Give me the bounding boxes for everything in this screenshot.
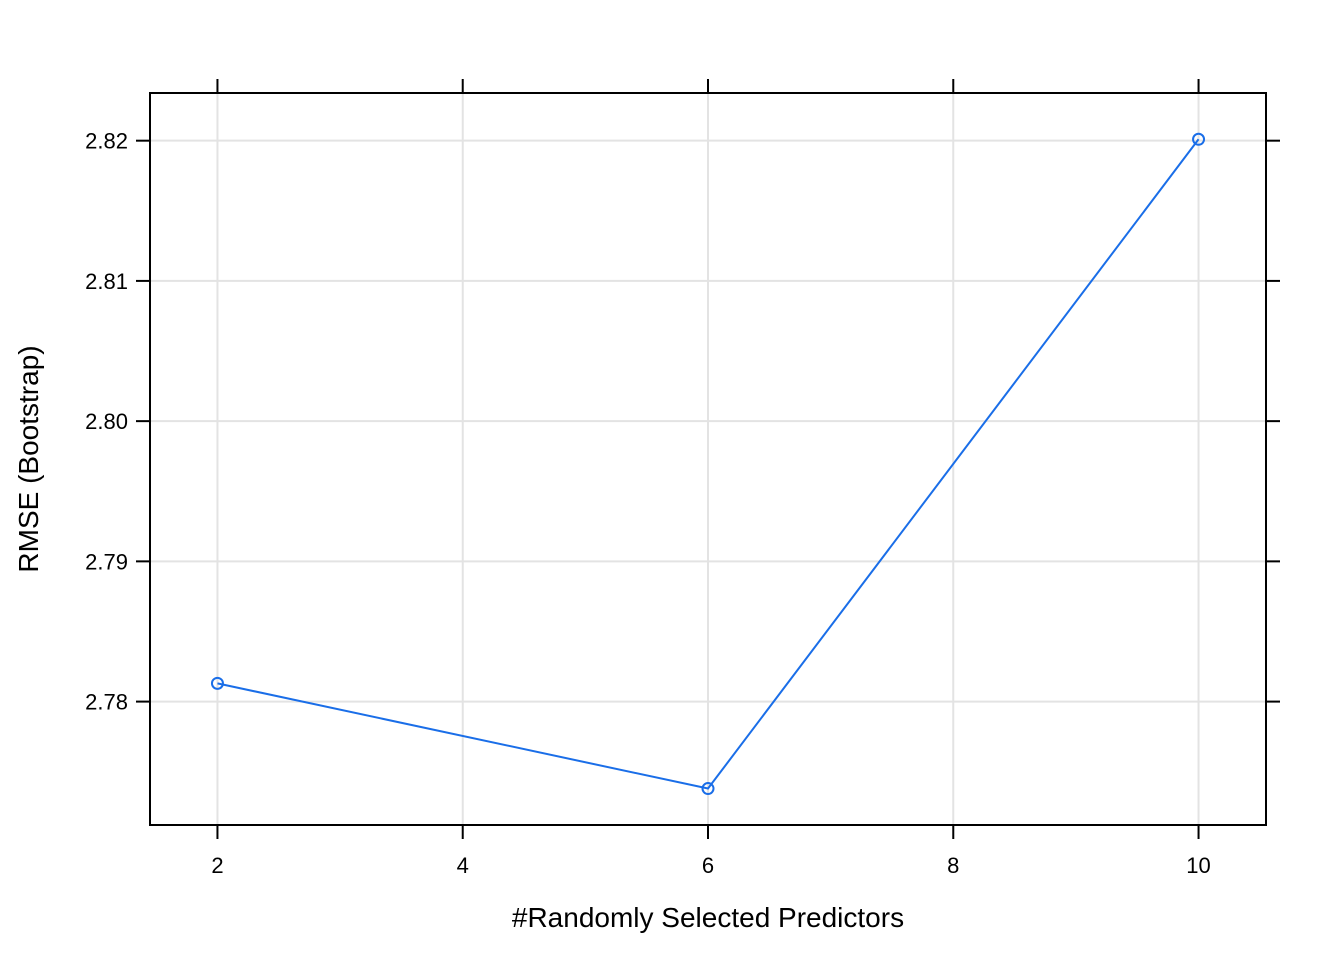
data-point — [701, 782, 715, 796]
x-tick-label: 4 — [457, 853, 469, 878]
x-tick-label: 6 — [702, 853, 714, 878]
grid-lines — [150, 93, 1266, 825]
x-tick-label: 8 — [947, 853, 959, 878]
y-tick-label: 2.79 — [85, 549, 128, 574]
x-tick-label: 2 — [211, 853, 223, 878]
x-tick-label: 10 — [1186, 853, 1210, 878]
y-axis-title: RMSE (Bootstrap) — [13, 345, 44, 572]
y-tick-label: 2.80 — [85, 409, 128, 434]
series-layer — [210, 132, 1206, 796]
y-tick-label: 2.78 — [85, 690, 128, 715]
data-point — [210, 676, 224, 690]
y-tick-label: 2.81 — [85, 269, 128, 294]
series-line — [217, 138, 1200, 790]
data-point — [1192, 132, 1206, 146]
x-axis-title: #Randomly Selected Predictors — [512, 902, 904, 933]
axis-ticks: 2 4 6 8 10 2.78 2.79 2.80 2.81 2.82 — [85, 79, 1280, 878]
y-tick-label: 2.82 — [85, 129, 128, 154]
